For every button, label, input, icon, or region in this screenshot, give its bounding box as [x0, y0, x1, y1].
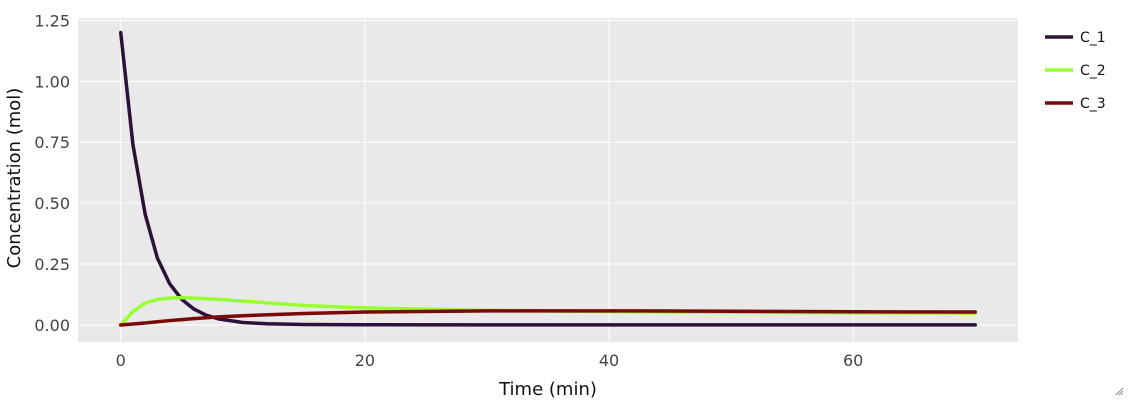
legend-item[interactable]: C_1 [1045, 30, 1106, 46]
plot-background [78, 18, 1018, 342]
x-tick-label: 40 [599, 351, 619, 370]
legend: C_1 C_2 C_3 [1045, 30, 1106, 112]
series-lines [118, 30, 978, 327]
y-tick-label: 1.00 [34, 72, 70, 91]
x-tick-labels: 0 20 40 60 [116, 351, 864, 370]
y-tick-label: 1.25 [34, 11, 70, 30]
legend-label: C_2 [1080, 63, 1106, 79]
legend-item[interactable]: C_3 [1045, 96, 1106, 112]
y-tick-label: 0.00 [34, 316, 70, 335]
series-line-c-1[interactable] [118, 30, 978, 327]
y-tick-label: 0.50 [34, 194, 70, 213]
resize-handle-icon[interactable] [1114, 386, 1124, 396]
y-axis-title: Concentration (mol) [4, 88, 25, 269]
y-tick-label: 0.25 [34, 255, 70, 274]
legend-label: C_1 [1080, 30, 1106, 46]
legend-item[interactable]: C_2 [1045, 63, 1106, 79]
legend-label: C_3 [1080, 96, 1106, 112]
x-tick-label: 60 [843, 351, 863, 370]
y-tick-label: 0.75 [34, 133, 70, 152]
series-line-c-3[interactable] [118, 309, 978, 327]
x-gridlines [120, 18, 854, 342]
y-tick-labels: 0.00 0.25 0.50 0.75 1.00 1.25 [34, 11, 70, 335]
x-axis-title: Time (min) [498, 379, 597, 400]
x-tick-label: 20 [355, 351, 375, 370]
x-tick-label: 0 [116, 351, 126, 370]
